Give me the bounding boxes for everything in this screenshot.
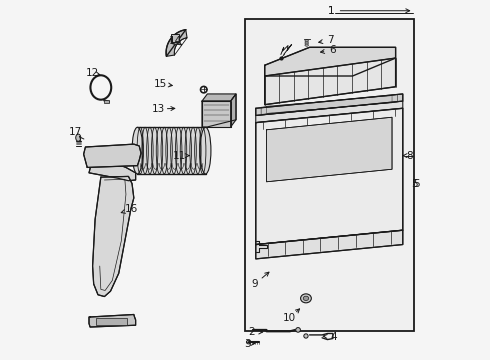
Polygon shape [84,144,141,167]
Text: 3: 3 [244,338,251,348]
Text: 1: 1 [328,6,334,16]
Text: 13: 13 [151,104,165,114]
Polygon shape [265,47,395,76]
Bar [137,127,205,174]
Polygon shape [265,58,395,105]
Text: 12: 12 [86,68,99,78]
Ellipse shape [200,127,211,174]
Ellipse shape [76,134,81,141]
Bar [104,100,109,103]
Text: 6: 6 [330,45,336,55]
Text: 14: 14 [169,36,182,46]
Ellipse shape [246,340,251,344]
Ellipse shape [303,296,309,301]
Polygon shape [93,176,134,297]
Text: 17: 17 [69,127,82,136]
Polygon shape [256,230,403,259]
Polygon shape [267,117,392,182]
Polygon shape [256,101,403,123]
Text: 7: 7 [327,35,334,45]
Polygon shape [166,30,187,56]
Ellipse shape [132,127,143,174]
Text: 1: 1 [328,6,334,16]
Text: 11: 11 [173,150,186,161]
Ellipse shape [296,328,300,332]
Text: 4: 4 [331,332,337,342]
Text: 16: 16 [124,204,138,215]
Polygon shape [202,101,231,127]
Bar [96,318,126,325]
Polygon shape [202,94,236,101]
Polygon shape [89,166,136,181]
Polygon shape [256,108,403,244]
Ellipse shape [305,44,309,46]
Ellipse shape [300,294,311,303]
Ellipse shape [171,39,179,44]
Text: 15: 15 [154,79,168,89]
Text: 10: 10 [283,313,296,323]
Ellipse shape [304,334,308,338]
Ellipse shape [305,42,309,44]
Text: 9: 9 [252,279,258,289]
Polygon shape [89,315,136,327]
Text: 2: 2 [248,327,255,337]
Polygon shape [256,94,403,116]
Ellipse shape [305,40,309,42]
Text: 5: 5 [413,179,420,189]
Text: 8: 8 [407,150,413,161]
Text: 5: 5 [411,179,417,189]
Bar [171,35,179,41]
Bar [245,19,414,330]
Polygon shape [231,94,236,127]
